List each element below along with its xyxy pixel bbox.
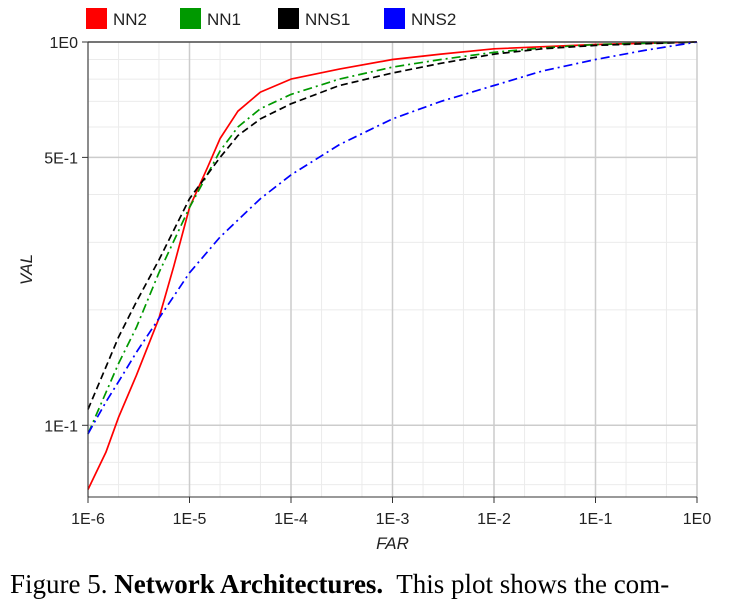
x-tick-label: 1E-5 — [173, 511, 207, 528]
y-tick-label: 1E-1 — [44, 418, 78, 435]
x-tick-label: 1E-2 — [477, 511, 511, 528]
x-tick-label: 1E-4 — [274, 511, 308, 528]
y-axis-label: VAL — [17, 254, 36, 285]
legend-swatch-nns1 — [278, 8, 299, 29]
x-tick-label: 1E-3 — [376, 511, 410, 528]
legend-swatch-nn1 — [180, 8, 201, 29]
y-tick-label: 5E-1 — [44, 150, 78, 167]
x-tick-label: 1E-6 — [71, 511, 105, 528]
grid — [87, 41, 698, 497]
legend-label-nn2: NN2 — [113, 10, 147, 29]
series-line-nn2 — [87, 41, 698, 490]
caption-bold: Network Architectures. — [114, 569, 384, 599]
legend-label-nns1: NNS1 — [305, 10, 350, 29]
legend-label-nn1: NN1 — [207, 10, 241, 29]
chart: 1E-6 1E-5 1E-4 1E-3 1E-2 1E-1 1E0 1E-1 5E-1 1E0 FA… — [17, 8, 711, 553]
series-line-nn1 — [87, 41, 698, 435]
y-tick-label: 1E0 — [50, 35, 79, 52]
x-tick-label: 1E-1 — [579, 511, 613, 528]
legend-label-nns2: NNS2 — [411, 10, 456, 29]
series-layer — [87, 41, 698, 490]
figure-caption: Figure 5. Network Architectures. This pl… — [10, 568, 725, 600]
series-line-nns2 — [87, 41, 698, 435]
x-tick-label: 1E0 — [683, 511, 712, 528]
legend-swatch-nns2 — [384, 8, 405, 29]
caption-rest: This plot shows the com- — [383, 569, 670, 599]
legend-swatch-nn2 — [86, 8, 107, 29]
caption-prefix: Figure 5. — [10, 569, 115, 599]
legend: NN2 NN1 NNS1 NNS2 — [86, 8, 456, 29]
series-line-nns1 — [87, 41, 698, 410]
x-axis-label: FAR — [376, 534, 409, 553]
axes: 1E-6 1E-5 1E-4 1E-3 1E-2 1E-1 1E0 1E-1 5E-1 1E0 FA… — [17, 35, 711, 553]
